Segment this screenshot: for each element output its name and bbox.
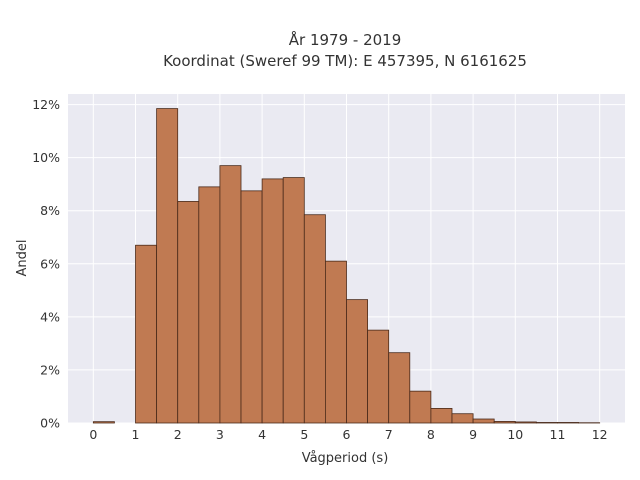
x-tick-label: 2	[174, 427, 182, 442]
histogram-bar	[177, 201, 200, 424]
histogram-bar	[282, 177, 305, 424]
x-tick-label: 6	[343, 427, 351, 442]
histogram-bar	[261, 178, 284, 424]
histogram-bar	[92, 421, 115, 424]
x-tick-label: 4	[258, 427, 266, 442]
y-tick-label: 8%	[40, 203, 60, 218]
histogram-bars	[92, 108, 601, 424]
histogram-bar	[156, 108, 179, 424]
histogram-bar	[451, 413, 474, 424]
x-axis-label: Vågperiod (s)	[302, 451, 389, 466]
histogram-bar	[493, 421, 516, 424]
x-tick-label: 9	[469, 427, 477, 442]
x-tick-label: 7	[385, 427, 393, 442]
histogram-bar	[388, 352, 411, 424]
x-tick-label: 10	[507, 427, 523, 442]
x-tick-label: 5	[300, 427, 308, 442]
y-tick-label: 4%	[40, 309, 60, 324]
x-tick-labels: 0 1 2 3 4 5 6 7 8 9 10 11 12	[89, 427, 607, 442]
histogram-bar	[472, 418, 495, 424]
y-tick-label: 12%	[32, 97, 60, 112]
y-tick-label: 2%	[40, 362, 60, 377]
x-tick-label: 11	[550, 427, 566, 442]
histogram-bar	[325, 260, 347, 424]
y-tick-labels: 0% 2% 4% 6% 8% 10% 12%	[32, 97, 60, 430]
y-tick-label: 6%	[40, 256, 60, 271]
histogram-bar	[198, 186, 221, 424]
histogram-bar	[557, 422, 579, 424]
x-tick-label: 3	[216, 427, 224, 442]
chart-title-line-1: År 1979 - 2019	[289, 30, 402, 49]
x-tick-label: 0	[89, 427, 97, 442]
histogram-bar	[303, 214, 326, 424]
histogram-bar	[367, 329, 390, 424]
histogram-bar	[135, 244, 158, 424]
y-tick-label: 10%	[32, 150, 60, 165]
histogram-bar	[240, 190, 263, 424]
x-tick-label: 12	[592, 427, 608, 442]
histogram-bar	[409, 390, 432, 424]
histogram-bar	[535, 422, 558, 424]
histogram-bar	[219, 165, 242, 424]
chart-title-line-2: Koordinat (Sweref 99 TM): E 457395, N 61…	[163, 52, 527, 70]
y-axis-label: Andel	[15, 240, 30, 277]
y-tick-label: 0%	[40, 416, 60, 431]
x-tick-label: 1	[132, 427, 140, 442]
histogram-bar	[514, 421, 537, 424]
x-tick-label: 8	[427, 427, 435, 442]
histogram-bar	[430, 408, 453, 424]
histogram-bar	[346, 299, 368, 424]
